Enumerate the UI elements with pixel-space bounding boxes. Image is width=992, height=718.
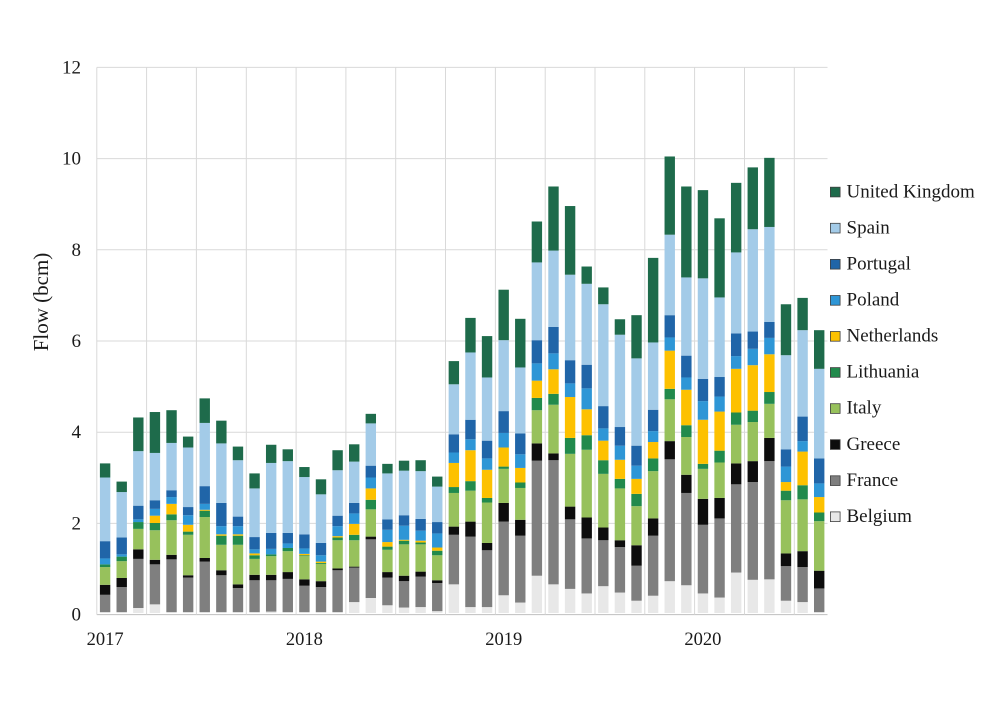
svg-text:Portugal: Portugal	[847, 253, 911, 274]
svg-text:12: 12	[62, 57, 81, 78]
svg-text:2018: 2018	[286, 630, 323, 650]
svg-text:8: 8	[72, 240, 82, 261]
svg-text:Lithuania: Lithuania	[847, 362, 920, 383]
svg-text:Flow (bcm): Flow (bcm)	[29, 253, 53, 352]
svg-text:Greece: Greece	[847, 434, 901, 455]
svg-text:2017: 2017	[87, 630, 124, 650]
svg-text:4: 4	[72, 422, 82, 443]
svg-text:Spain: Spain	[847, 217, 891, 238]
svg-text:United Kingdom: United Kingdom	[847, 181, 975, 202]
svg-text:Poland: Poland	[847, 290, 900, 311]
svg-text:0: 0	[72, 605, 82, 626]
svg-text:Italy: Italy	[847, 398, 882, 419]
svg-text:2020: 2020	[684, 630, 721, 650]
svg-text:Netherlands: Netherlands	[847, 326, 939, 347]
svg-text:6: 6	[72, 331, 82, 352]
svg-text:2: 2	[72, 513, 82, 534]
svg-text:France: France	[847, 470, 899, 491]
svg-text:10: 10	[62, 149, 81, 170]
svg-text:2019: 2019	[485, 630, 522, 650]
svg-text:Belgium: Belgium	[847, 506, 913, 527]
